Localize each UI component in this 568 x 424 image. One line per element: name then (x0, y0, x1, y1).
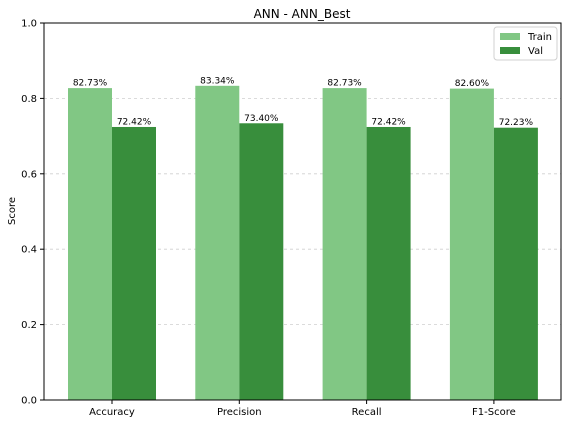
data-label: 82.73% (327, 79, 362, 89)
x-tick-label: F1-Score (472, 407, 516, 418)
data-label: 82.73% (73, 79, 108, 89)
legend-label-val: Val (528, 46, 543, 57)
data-label: 72.42% (117, 117, 152, 127)
bar-val (239, 123, 284, 401)
bar-val (112, 126, 156, 401)
data-label: 82.60% (455, 79, 490, 89)
bar-val (493, 127, 538, 400)
y-tick-label: 0.4 (21, 245, 37, 256)
data-label: 72.42% (371, 117, 406, 127)
x-tick-label: Accuracy (89, 407, 135, 418)
bars (68, 85, 538, 401)
x-tick-label: Precision (217, 407, 262, 418)
bar-val (366, 126, 411, 401)
legend-swatch-train (500, 33, 520, 40)
data-label: 83.34% (200, 76, 235, 86)
bar-train (449, 88, 494, 401)
y-tick-label: 0.0 (21, 396, 37, 407)
x-ticks: Accuracy Precision Recall F1-Score (89, 400, 516, 418)
bar-train (322, 88, 367, 400)
legend-swatch-val (500, 47, 520, 54)
y-tick-label: 1.0 (21, 19, 37, 30)
data-label: 72.23% (499, 118, 534, 128)
plot-frame (43, 22, 562, 401)
y-tick-label: 0.8 (21, 94, 37, 105)
data-label: 73.40% (244, 114, 279, 124)
legend-label-train: Train (527, 32, 552, 43)
chart-title: ANN - ANN_Best (254, 7, 351, 21)
y-tick-label: 0.6 (21, 169, 37, 180)
bar-train (195, 85, 240, 400)
y-ticks: 0.0 0.2 0.4 0.6 0.8 1.0 (21, 19, 44, 407)
x-tick-label: Recall (352, 407, 382, 418)
legend: Train Val (493, 26, 558, 61)
bar-train (68, 88, 112, 400)
y-axis-label: Score (7, 197, 18, 225)
data-labels: 82.73% 72.42% 83.34% 73.40% 82.73% 72.42% 82.6… (73, 76, 534, 128)
y-tick-label: 0.2 (21, 320, 37, 331)
